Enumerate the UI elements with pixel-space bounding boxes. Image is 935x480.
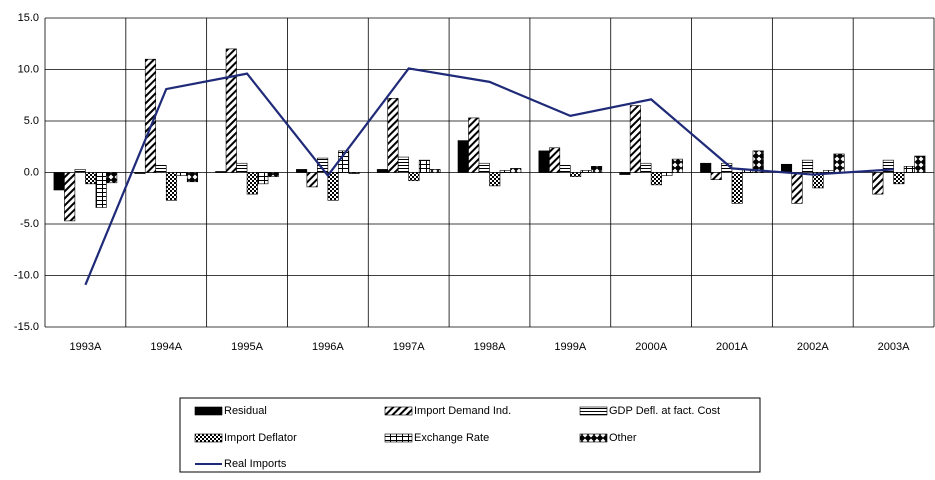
legend-swatch — [579, 406, 608, 416]
legend-swatch — [384, 406, 413, 416]
bar — [752, 150, 764, 173]
bar — [74, 169, 86, 173]
bar — [186, 172, 199, 183]
bar — [914, 155, 926, 173]
legend-swatch — [194, 406, 223, 416]
x-tick-label: 2001A — [716, 341, 748, 353]
legend-label: Exchange Rate — [414, 432, 489, 444]
line — [84, 67, 894, 286]
bar — [397, 156, 409, 173]
bar — [267, 172, 279, 177]
x-tick-label: 1997A — [393, 341, 425, 353]
legend-label: Residual — [224, 405, 267, 417]
bar — [457, 140, 469, 173]
bar — [95, 172, 107, 208]
bar — [376, 169, 388, 173]
bar — [155, 164, 167, 173]
legend-label: Real Imports — [224, 458, 287, 470]
bar — [327, 172, 339, 201]
bar — [236, 162, 248, 173]
bar — [710, 172, 722, 181]
bar — [296, 169, 308, 173]
x-tick-label: 1994A — [150, 341, 182, 353]
x-tick-label: 1998A — [474, 341, 506, 353]
bar — [387, 98, 399, 173]
bar — [64, 172, 76, 222]
bar — [468, 117, 480, 173]
x-tick-label: 2000A — [635, 341, 667, 353]
legend-label: Import Deflator — [224, 432, 297, 444]
bar — [903, 166, 915, 173]
bar — [478, 162, 490, 173]
bar — [872, 172, 884, 195]
bar — [246, 172, 258, 195]
bar — [499, 170, 511, 173]
bar — [429, 169, 441, 173]
bar — [165, 172, 178, 201]
legend-label: Other — [609, 432, 637, 444]
bar — [489, 172, 501, 187]
legend-label: GDP Defl. at fact. Cost — [609, 405, 720, 417]
bar — [306, 172, 318, 188]
bar — [176, 172, 188, 176]
bar — [640, 162, 652, 173]
bar — [53, 172, 65, 191]
bar — [225, 48, 237, 173]
bar — [833, 153, 845, 173]
bar — [661, 172, 673, 176]
y-tick-label: 15.0 — [18, 12, 39, 24]
bar — [559, 164, 571, 173]
bar — [215, 171, 227, 173]
y-tick-label: 5.0 — [24, 115, 39, 127]
bar — [538, 150, 550, 173]
bar — [791, 172, 803, 204]
x-tick-label: 2003A — [878, 341, 910, 353]
legend-label: Import Demand Ind. — [414, 405, 511, 417]
x-tick-label: 1996A — [312, 341, 344, 353]
bar — [812, 172, 824, 189]
bar — [591, 166, 603, 173]
x-tick-label: 1999A — [554, 341, 586, 353]
legend-swatch — [384, 433, 413, 443]
y-tick-label: 10.0 — [18, 63, 39, 75]
bar — [801, 159, 814, 173]
legend-swatch — [194, 433, 223, 443]
y-tick-label: 0.0 — [24, 166, 39, 178]
bar — [882, 159, 894, 173]
bar — [106, 172, 118, 184]
legend-swatch — [579, 433, 608, 443]
y-tick-label: -5.0 — [20, 218, 39, 230]
x-tick-label: 2002A — [797, 341, 829, 353]
legend-box — [179, 397, 761, 473]
bar — [580, 170, 592, 173]
bar — [408, 172, 420, 182]
bar — [317, 157, 329, 173]
bar — [822, 170, 835, 173]
bar — [85, 172, 97, 185]
bar — [418, 159, 430, 173]
y-tick-label: -15.0 — [14, 321, 39, 333]
bar — [731, 172, 743, 204]
bar — [650, 172, 662, 186]
bar — [629, 105, 641, 173]
bar — [893, 172, 905, 185]
x-tick-label: 1995A — [231, 341, 263, 353]
bar — [671, 158, 683, 173]
bar — [570, 172, 582, 177]
bar — [134, 172, 146, 174]
x-tick-label: 1993A — [70, 341, 102, 353]
bar — [619, 172, 631, 175]
bar — [348, 172, 360, 174]
bar — [257, 172, 269, 185]
y-tick-label: -10.0 — [14, 269, 39, 281]
bar — [510, 168, 522, 173]
bar — [700, 162, 712, 173]
bar — [549, 147, 561, 173]
